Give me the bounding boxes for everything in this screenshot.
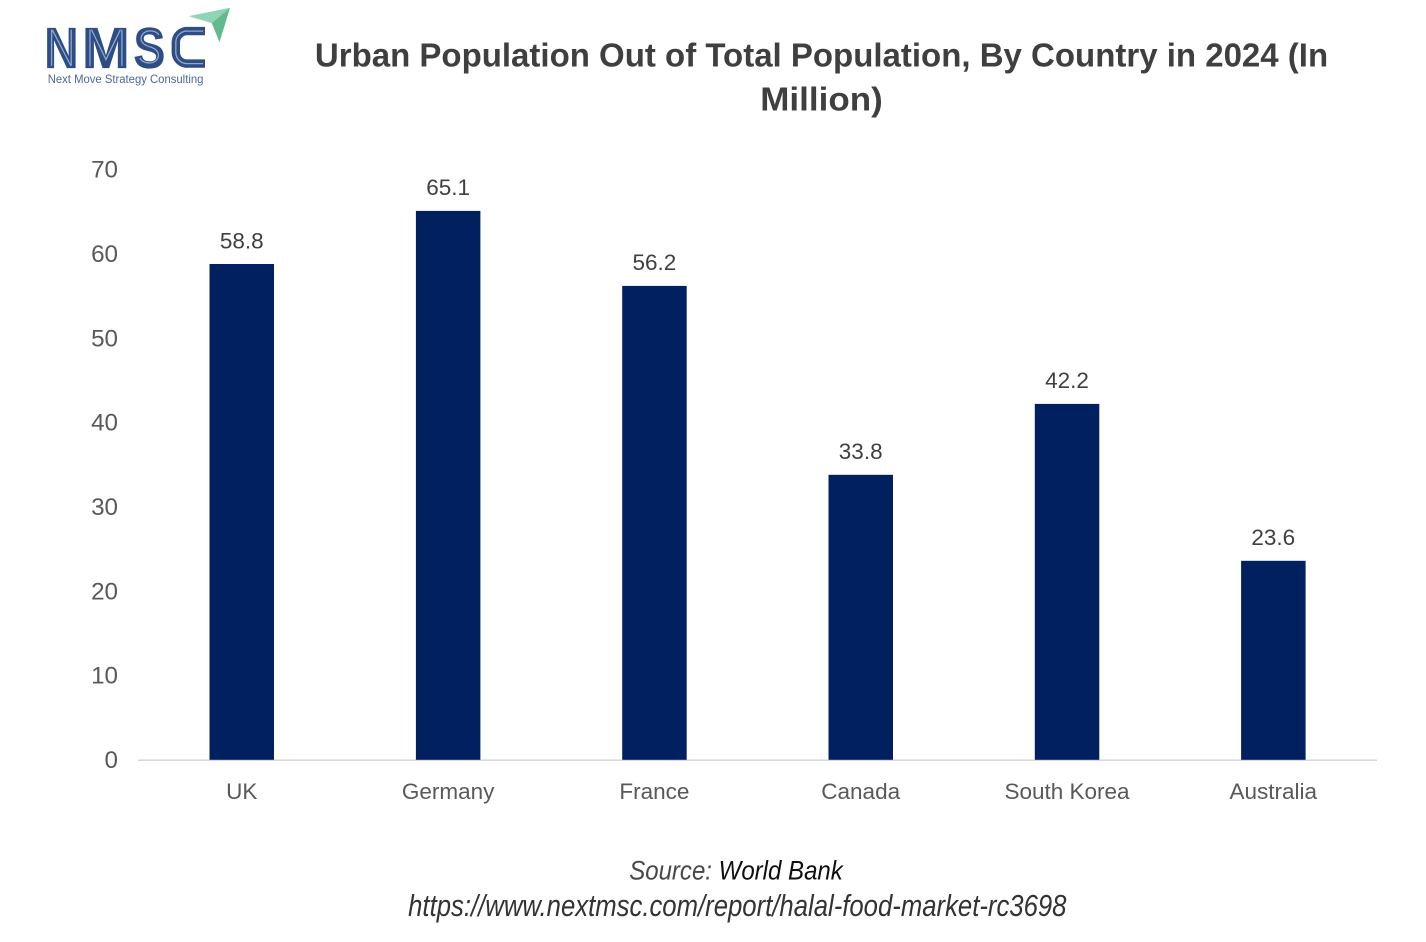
svg-text:Next Move Strategy Consulting: Next Move Strategy Consulting — [48, 71, 204, 86]
svg-text:30: 30 — [91, 494, 118, 521]
svg-text:60: 60 — [91, 241, 118, 268]
svg-text:Million): Million) — [760, 81, 883, 118]
svg-text:France: France — [619, 779, 689, 804]
svg-text:58.8: 58.8 — [220, 228, 264, 253]
svg-text:50: 50 — [91, 325, 118, 352]
svg-text:33.8: 33.8 — [839, 439, 883, 464]
svg-text:65.1: 65.1 — [426, 175, 470, 200]
svg-text:10: 10 — [91, 663, 118, 690]
svg-text:Germany: Germany — [402, 779, 495, 804]
svg-text:23.6: 23.6 — [1251, 525, 1295, 550]
svg-text:South Korea: South Korea — [1004, 779, 1130, 804]
svg-text:Australia: Australia — [1230, 779, 1318, 804]
svg-text:20: 20 — [91, 578, 118, 605]
svg-text:70: 70 — [91, 157, 118, 184]
svg-text:S: S — [134, 17, 165, 80]
svg-text:https://www.nextmsc.com/report: https://www.nextmsc.com/report/halal-foo… — [408, 889, 1066, 924]
svg-text:Canada: Canada — [821, 779, 900, 804]
svg-text:56.2: 56.2 — [633, 250, 677, 275]
svg-text:0: 0 — [105, 747, 118, 774]
svg-text:42.2: 42.2 — [1045, 368, 1089, 393]
svg-text:UK: UK — [226, 779, 257, 804]
svg-text:Urban Population Out of Total: Urban Population Out of Total Population… — [315, 37, 1328, 74]
svg-text:40: 40 — [91, 410, 118, 437]
svg-text:Source: World Bank: Source: World Bank — [629, 856, 844, 886]
